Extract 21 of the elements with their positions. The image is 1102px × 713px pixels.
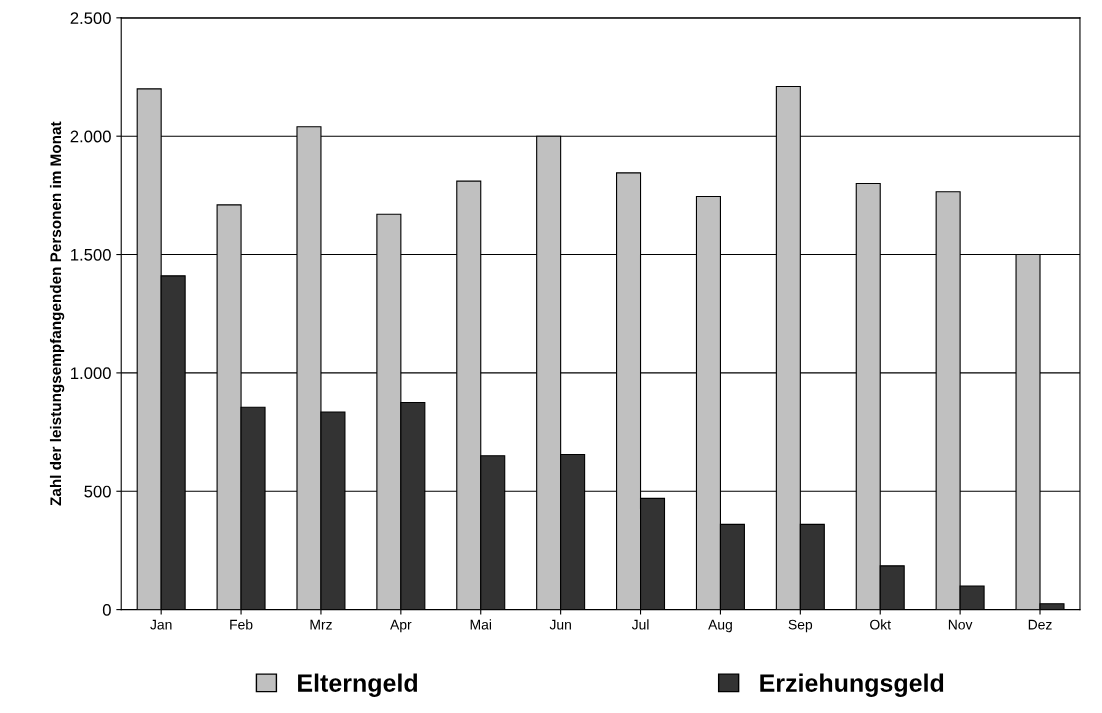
- y-axis-title: Zahl der leistungsempfangenden Personen im Monat: [49, 121, 65, 506]
- legend-label: Erziehungsgeld: [760, 673, 944, 697]
- x-tick-label: Okt: [870, 619, 891, 630]
- x-tick-label: Aug: [708, 619, 732, 633]
- y-tick-label: 2.500: [70, 12, 111, 25]
- x-tick-label: Mrz: [310, 619, 332, 630]
- x-tick-label: Dez: [1028, 619, 1052, 630]
- x-tick-label: Mai: [470, 619, 491, 630]
- x-tick-label: Jan: [150, 619, 172, 630]
- x-tick-label: Jul: [631, 619, 649, 630]
- x-tick-label: Apr: [390, 619, 412, 633]
- x-tick-label: Sep: [788, 619, 813, 633]
- legend-label: Elterngeld: [298, 673, 418, 697]
- x-tick-label: Jun: [549, 619, 571, 630]
- y-tick-label: 500: [84, 485, 111, 498]
- y-tick-label: 1.500: [71, 248, 111, 261]
- y-tick-label: 0: [102, 604, 111, 616]
- x-tick-label: Nov: [948, 619, 973, 630]
- x-tick-label: Feb: [230, 619, 253, 630]
- y-tick-label: 1.000: [71, 367, 111, 380]
- y-tick-label: 2.000: [70, 130, 111, 143]
